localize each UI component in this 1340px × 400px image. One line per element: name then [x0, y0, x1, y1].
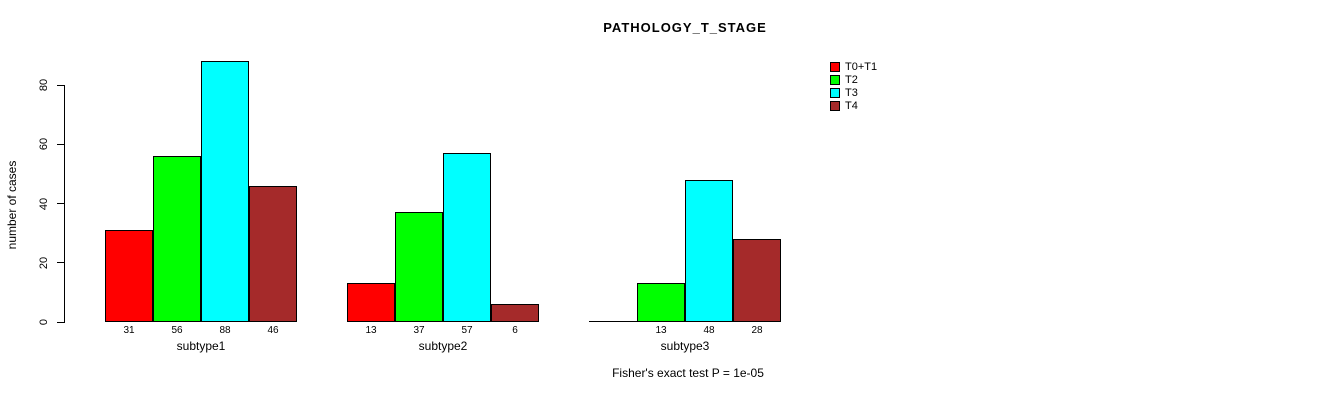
bar-T2-subtype3	[637, 283, 685, 322]
y-axis-tick	[57, 143, 64, 145]
legend-item-T4: T4	[830, 99, 877, 112]
bar-value-label: 37	[413, 325, 425, 336]
bar-T0+T1-subtype2	[347, 283, 395, 322]
bar-T4-subtype1	[249, 186, 297, 322]
legend-swatch	[830, 74, 840, 85]
legend-label: T3	[845, 86, 858, 99]
bar-T2-subtype2	[395, 212, 443, 322]
bar-value-label: 28	[751, 325, 763, 336]
y-axis-tick-label: 40	[38, 197, 50, 210]
y-axis-tick-label: 0	[38, 318, 50, 326]
legend-item-T2: T2	[830, 73, 877, 86]
legend-label: T0+T1	[845, 60, 878, 73]
chart-title: PATHOLOGY_T_STAGE	[603, 20, 767, 35]
legend-swatch	[830, 87, 840, 98]
bar-T3-subtype2	[443, 153, 491, 322]
bar-value-label: 46	[267, 325, 279, 336]
y-axis-tick	[57, 321, 64, 323]
legend-label: T4	[845, 99, 858, 112]
category-label: subtype2	[418, 339, 468, 353]
y-axis-tick-label: 60	[38, 138, 50, 151]
legend-item-T0+T1: T0+T1	[830, 60, 877, 73]
bar-T3-subtype3	[685, 180, 733, 322]
legend: T0+T1 T2 T3 T4	[830, 60, 877, 112]
bar-value-label: 6	[512, 325, 518, 336]
bar-value-label: 31	[123, 325, 135, 336]
y-axis-tick	[57, 203, 64, 204]
y-axis-tick-label: 20	[38, 256, 50, 269]
bar-T2-subtype1	[153, 156, 201, 322]
y-axis-tick	[57, 262, 64, 264]
legend-item-T3: T3	[830, 86, 877, 99]
bar-value-label: 48	[703, 325, 715, 336]
bar-value-label: 13	[365, 325, 377, 336]
category-label: subtype1	[176, 339, 226, 353]
category-label: subtype3	[660, 339, 710, 353]
stat-test-annotation: Fisher's exact test P = 1e-05	[612, 366, 764, 380]
bar-T3-subtype1	[201, 61, 249, 322]
bar-value-label: 13	[655, 325, 667, 336]
y-axis-tick-label: 80	[38, 78, 50, 92]
legend-swatch	[830, 61, 840, 72]
bar-T4-subtype2	[491, 304, 539, 322]
legend-swatch	[830, 100, 840, 111]
bar-value-label: 88	[219, 325, 231, 336]
bar-T0+T1-subtype1	[105, 230, 153, 322]
legend-label: T2	[845, 73, 858, 86]
bar-value-label: 57	[461, 325, 473, 336]
bar-T4-subtype3	[733, 239, 781, 322]
bar-value-label: 56	[171, 325, 183, 336]
y-axis-line	[64, 85, 65, 323]
bar-T0+T1-subtype3	[589, 321, 637, 322]
y-axis-tick	[57, 84, 64, 86]
